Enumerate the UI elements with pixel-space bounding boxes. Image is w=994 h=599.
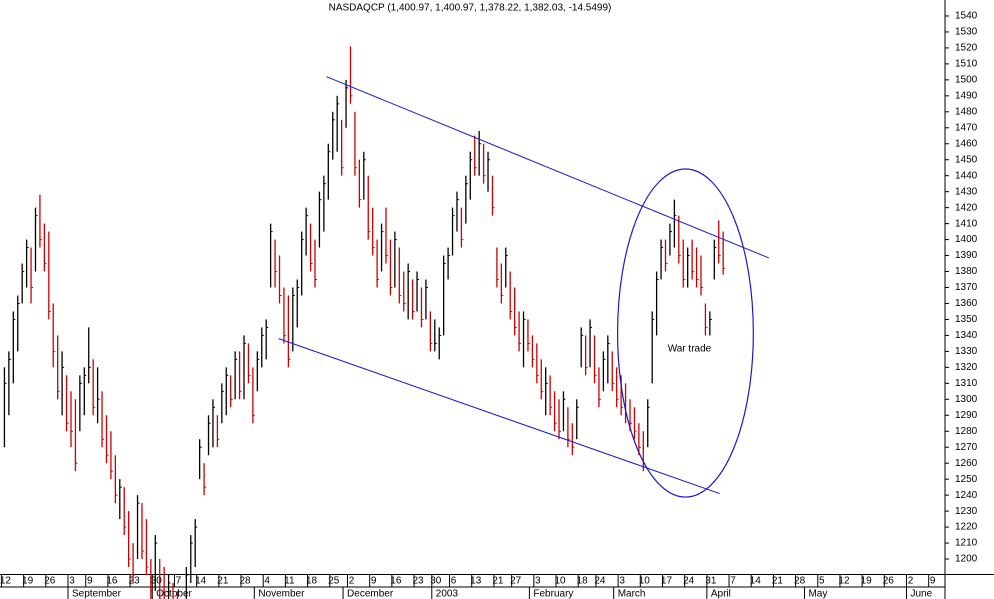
x-tick-label: 24 (683, 576, 695, 587)
x-tick-label: 24 (594, 576, 606, 587)
x-tick-label: 2 (908, 576, 914, 587)
y-tick-label: 1290 (955, 410, 978, 421)
x-tick-label: 30 (430, 576, 442, 587)
x-tick-label: 23 (412, 576, 424, 587)
y-tick-label: 1510 (955, 59, 978, 70)
x-tick-label: 9 (371, 576, 377, 587)
month-label: March (618, 589, 646, 599)
x-tick-label: 7 (176, 576, 182, 587)
x-tick-label: 4 (264, 576, 270, 587)
x-tick-label: 28 (794, 576, 806, 587)
month-label: February (533, 589, 573, 599)
x-tick-label: 19 (22, 576, 34, 587)
y-tick-label: 1210 (955, 538, 978, 549)
x-tick-label: 27 (510, 576, 522, 587)
y-tick-label: 1500 (955, 75, 978, 86)
y-tick-label: 1540 (955, 11, 978, 22)
month-label: September (72, 589, 122, 599)
month-label: November (258, 589, 305, 599)
month-label: October (156, 589, 192, 599)
trend-line (326, 76, 770, 259)
y-tick-label: 1320 (955, 362, 978, 373)
y-tick-label: 1310 (955, 378, 978, 389)
x-tick-label: 17 (661, 576, 673, 587)
x-tick-label: 25 (328, 576, 340, 587)
x-tick-label: 2 (349, 576, 355, 587)
x-tick-label: 21 (217, 576, 229, 587)
month-label: 2003 (436, 589, 459, 599)
x-tick-label: 13 (470, 576, 482, 587)
x-tick-label: 3 (619, 576, 625, 587)
y-tick-label: 1420 (955, 202, 978, 213)
x-tick-label: 16 (106, 576, 118, 587)
y-tick-label: 1250 (955, 474, 978, 485)
y-tick-label: 1370 (955, 282, 978, 293)
month-label: December (347, 589, 394, 599)
x-tick-label: 12 (0, 576, 11, 587)
x-tick-label: 9 (930, 576, 936, 587)
y-tick-label: 1480 (955, 106, 978, 117)
x-tick-label: 9 (87, 576, 93, 587)
x-tick-label: 30 (151, 576, 163, 587)
y-tick-label: 1400 (955, 234, 978, 245)
y-tick-label: 1330 (955, 346, 978, 357)
y-tick-label: 1430 (955, 186, 978, 197)
x-tick-label: 16 (390, 576, 402, 587)
y-tick-label: 1530 (955, 27, 978, 38)
x-tick-label: 3 (69, 576, 75, 587)
y-tick-label: 1270 (955, 442, 978, 453)
y-tick-label: 1490 (955, 90, 978, 101)
y-tick-label: 1350 (955, 314, 978, 325)
y-tick-label: 1460 (955, 138, 978, 149)
chart-title: NASDAQCP (1,400.97, 1,400.97, 1,378.22, … (329, 3, 612, 14)
y-tick-label: 1220 (955, 522, 978, 533)
annotation-ellipse (616, 168, 754, 498)
x-tick-label: 12 (838, 576, 850, 587)
x-tick-label: 6 (451, 576, 457, 587)
y-tick-label: 1410 (955, 218, 978, 229)
x-tick-label: 14 (195, 576, 207, 587)
y-tick-label: 1380 (955, 266, 978, 277)
y-tick-label: 1240 (955, 490, 978, 501)
y-tick-label: 1200 (955, 554, 978, 565)
trend-line (278, 338, 720, 495)
x-tick-label: 31 (705, 576, 717, 587)
x-tick-label: 21 (492, 576, 504, 587)
x-tick-label: 26 (883, 576, 895, 587)
y-tick-label: 1470 (955, 122, 978, 133)
annotation-label: War trade (668, 344, 712, 355)
y-tick-label: 1440 (955, 170, 978, 181)
x-tick-label: 10 (554, 576, 566, 587)
y-tick-label: 1360 (955, 298, 978, 309)
x-tick-label: 26 (44, 576, 56, 587)
y-tick-label: 1390 (955, 250, 978, 261)
y-tick-label: 1230 (955, 506, 978, 517)
month-label: April (711, 589, 731, 599)
y-tick-label: 1520 (955, 43, 978, 54)
y-tick-label: 1260 (955, 458, 978, 469)
x-tick-label: 19 (861, 576, 873, 587)
month-label: June (911, 589, 933, 599)
x-tick-label: 14 (750, 576, 762, 587)
x-tick-label: 21 (772, 576, 784, 587)
y-tick-label: 1300 (955, 394, 978, 405)
x-tick-label: 7 (730, 576, 736, 587)
y-tick-label: 1340 (955, 330, 978, 341)
x-tick-label: 5 (819, 576, 825, 587)
month-label: May (808, 589, 827, 599)
x-tick-label: 18 (577, 576, 589, 587)
x-tick-label: 28 (239, 576, 251, 587)
x-tick-label: 18 (306, 576, 318, 587)
x-tick-label: 3 (535, 576, 541, 587)
y-tick-label: 1280 (955, 426, 978, 437)
x-tick-label: 11 (284, 576, 295, 587)
x-tick-label: 10 (639, 576, 651, 587)
y-tick-label: 1450 (955, 154, 978, 165)
x-tick-label: 23 (129, 576, 141, 587)
